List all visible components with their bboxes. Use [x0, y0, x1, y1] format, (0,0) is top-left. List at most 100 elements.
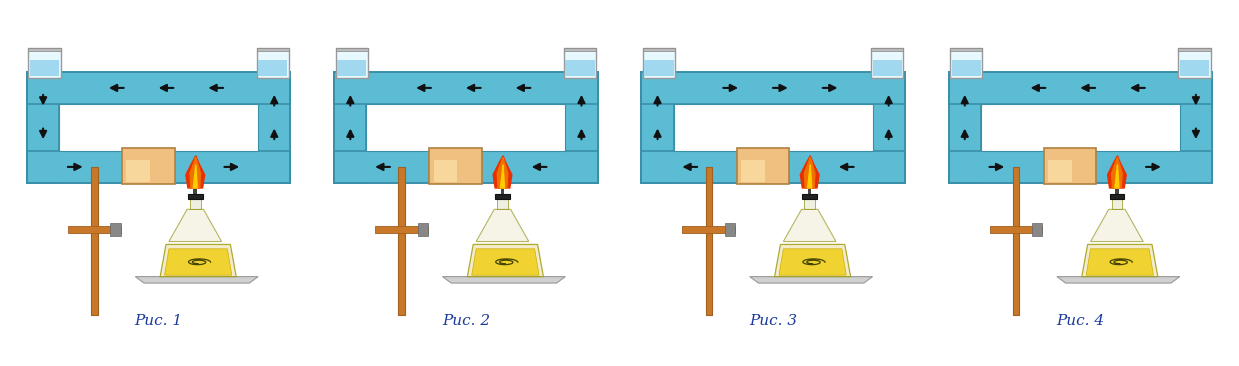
Bar [683, 226, 735, 233]
Bar [1178, 48, 1211, 51]
Polygon shape [190, 157, 201, 188]
Bar [30, 60, 59, 76]
Bar [258, 60, 287, 76]
Polygon shape [1090, 209, 1144, 242]
Bar [565, 60, 595, 76]
Polygon shape [501, 165, 504, 188]
Bar [565, 72, 597, 183]
Bar [27, 72, 59, 183]
Bar [1115, 187, 1119, 194]
Bar [59, 104, 258, 151]
Bar [27, 72, 290, 104]
Polygon shape [1082, 244, 1158, 277]
Bar [643, 48, 675, 51]
Bar [642, 72, 904, 104]
Text: Рис. 3: Рис. 3 [750, 314, 797, 328]
Polygon shape [1111, 157, 1123, 188]
Bar [950, 48, 983, 78]
Polygon shape [467, 244, 544, 277]
Polygon shape [800, 156, 819, 188]
Polygon shape [804, 157, 815, 188]
Polygon shape [1108, 156, 1126, 188]
Bar [1178, 48, 1211, 78]
Bar [430, 148, 482, 184]
Text: Рис. 1: Рис. 1 [135, 314, 182, 328]
Bar [173, 151, 290, 183]
Bar [126, 160, 150, 182]
Polygon shape [1087, 249, 1154, 275]
Polygon shape [186, 156, 204, 188]
Bar [1012, 167, 1020, 315]
Polygon shape [783, 209, 836, 242]
Bar [949, 72, 981, 183]
Bar [872, 60, 902, 76]
Bar [367, 104, 565, 151]
Polygon shape [442, 277, 565, 283]
Polygon shape [1115, 165, 1119, 188]
Bar [398, 167, 405, 315]
Bar [642, 72, 674, 183]
Bar [871, 48, 903, 78]
Bar [950, 48, 983, 51]
Bar [952, 60, 981, 76]
Bar [335, 151, 431, 183]
Bar [674, 104, 872, 151]
Bar [110, 223, 120, 236]
Polygon shape [750, 277, 872, 283]
Bar [644, 60, 674, 76]
Polygon shape [193, 165, 197, 188]
Bar [336, 48, 368, 51]
Bar [27, 151, 124, 183]
Polygon shape [476, 209, 529, 242]
Bar [497, 199, 508, 209]
Bar [871, 48, 903, 51]
Polygon shape [165, 249, 232, 275]
Bar [375, 226, 427, 233]
Polygon shape [779, 249, 846, 275]
Bar [256, 48, 289, 51]
Bar [642, 151, 738, 183]
Bar [725, 223, 735, 236]
Bar [872, 72, 904, 183]
Bar [1032, 223, 1042, 236]
Bar [418, 223, 427, 236]
Polygon shape [169, 209, 222, 242]
Bar [434, 160, 457, 182]
Bar [736, 148, 789, 184]
Text: Рис. 2: Рис. 2 [442, 314, 489, 328]
Bar [481, 151, 597, 183]
Polygon shape [160, 244, 237, 277]
Polygon shape [774, 244, 851, 277]
Bar [564, 48, 596, 78]
Bar [92, 167, 98, 315]
Bar [788, 151, 904, 183]
Bar [804, 199, 815, 209]
Bar [1180, 72, 1212, 183]
Bar [337, 60, 367, 76]
Bar [256, 48, 289, 78]
Bar [949, 72, 1212, 104]
Bar [501, 187, 504, 194]
Bar [643, 48, 675, 78]
Bar [1048, 160, 1072, 182]
Bar [496, 194, 509, 199]
Polygon shape [808, 165, 812, 188]
Polygon shape [1057, 277, 1180, 283]
Bar [564, 48, 596, 51]
Bar [188, 194, 202, 199]
Polygon shape [472, 249, 539, 275]
Bar [741, 160, 764, 182]
Bar [981, 104, 1180, 151]
Bar [1095, 151, 1212, 183]
Bar [335, 72, 597, 104]
Bar [990, 226, 1042, 233]
Polygon shape [497, 157, 508, 188]
Bar [335, 72, 367, 183]
Polygon shape [135, 277, 258, 283]
Bar [1180, 60, 1209, 76]
Bar [28, 48, 61, 51]
Bar [803, 194, 817, 199]
Bar [123, 148, 175, 184]
Bar [193, 187, 197, 194]
Bar [68, 226, 120, 233]
